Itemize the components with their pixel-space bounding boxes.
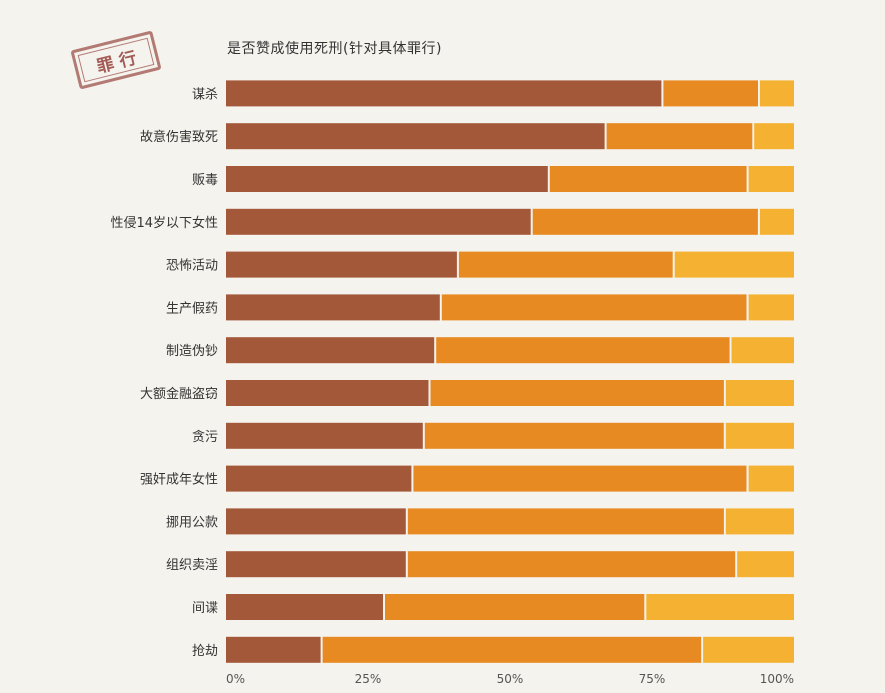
bar-segment-1	[226, 380, 429, 406]
category-label: 谋杀	[192, 87, 218, 102]
bar-segment-1	[226, 508, 406, 535]
bar-segment-2	[441, 294, 747, 321]
bar-segment-3	[725, 380, 794, 406]
x-tick-label: 75%	[639, 672, 666, 686]
bar-segment-1	[226, 551, 406, 578]
bar-segment-2	[532, 208, 758, 235]
bar-segment-3	[759, 208, 794, 235]
category-label: 组织卖淫	[166, 558, 218, 573]
bar-segment-1	[226, 422, 423, 449]
bar-segment-2	[413, 465, 747, 492]
x-tick-label: 25%	[355, 672, 382, 686]
category-label: 贩毒	[192, 173, 218, 188]
category-label: 强奸成年女性	[140, 472, 218, 488]
bar-segment-2	[430, 380, 724, 406]
x-tick-label: 50%	[497, 672, 524, 686]
bar-segment-3	[748, 465, 794, 492]
bar-segment-3	[646, 594, 794, 620]
x-tick-label: 100%	[760, 672, 794, 686]
bar-segment-3	[703, 636, 794, 663]
category-label: 大额金融盗窃	[140, 386, 218, 402]
category-label: 故意伤害致死	[140, 129, 218, 145]
bar-segment-1	[226, 208, 531, 235]
chart-title: 是否赞成使用死刑(针对具体罪行)	[227, 41, 442, 57]
bar-segment-1	[226, 123, 605, 150]
bar-segment-3	[748, 166, 794, 192]
bar-segment-3	[731, 337, 794, 364]
bar-segment-3	[754, 123, 794, 150]
bar-segment-2	[385, 594, 645, 620]
category-label: 制造伪钞	[166, 344, 218, 359]
bar-segment-1	[226, 594, 383, 620]
category-label: 性侵14岁以下女性	[110, 215, 218, 231]
bar-segment-2	[549, 166, 747, 192]
bar-segment-1	[226, 80, 662, 107]
bar-segment-2	[424, 422, 724, 449]
category-label: 贪污	[192, 430, 218, 445]
bar-segment-3	[759, 80, 794, 107]
bar-segment-1	[226, 294, 440, 321]
category-label: 间谍	[192, 601, 218, 616]
category-label: 抢劫	[192, 643, 218, 659]
bar-segment-2	[322, 636, 702, 663]
bar-segment-1	[226, 251, 457, 278]
bar-segment-3	[737, 551, 794, 578]
bar-segment-1	[226, 337, 435, 364]
bar-segment-1	[226, 166, 548, 192]
category-label: 恐怖活动	[166, 258, 218, 274]
bar-segment-3	[674, 251, 794, 278]
bar-segment-1	[226, 465, 412, 492]
bar-segment-2	[436, 337, 730, 364]
bar-segment-2	[407, 551, 736, 578]
bar-segment-3	[748, 294, 794, 321]
bar-segment-2	[606, 123, 753, 150]
category-label: 挪用公款	[166, 515, 218, 530]
bar-segment-2	[407, 508, 724, 535]
bar-segment-1	[226, 636, 321, 663]
bar-segment-3	[725, 422, 794, 449]
bar-segment-2	[458, 251, 673, 278]
bar-segment-3	[725, 508, 794, 535]
bar-segment-2	[663, 80, 758, 107]
category-label: 生产假药	[166, 301, 218, 316]
x-tick-label: 0%	[226, 672, 245, 686]
